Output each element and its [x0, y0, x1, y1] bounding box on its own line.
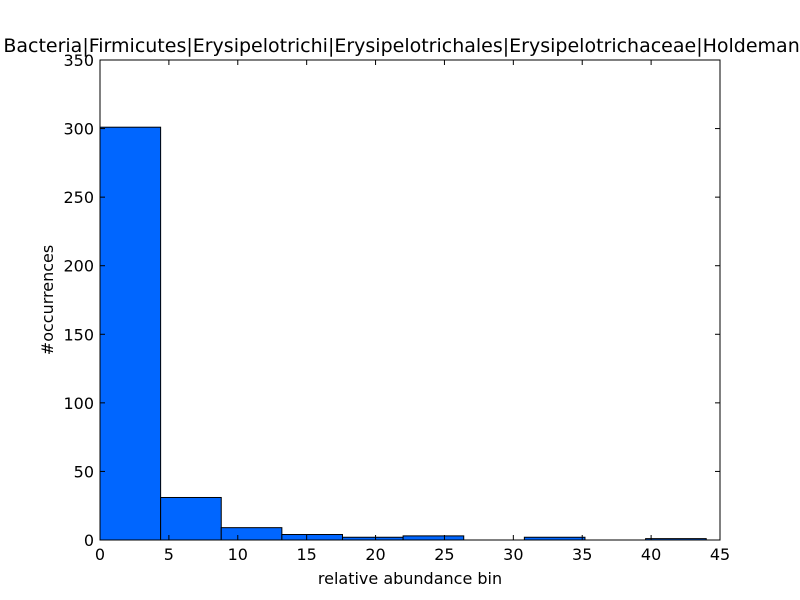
x-tick-label: 0 [95, 545, 105, 564]
y-axis-ticks: 0 50 100 150 200 250 300 350 [63, 51, 720, 550]
x-tick-label: 45 [710, 545, 730, 564]
histogram-bar [160, 496, 222, 541]
y-tick-label: 100 [63, 394, 94, 413]
histogram-bars [99, 126, 707, 541]
x-tick-label: 20 [365, 545, 385, 564]
y-tick-label: 50 [74, 462, 94, 481]
x-tick-label: 35 [572, 545, 592, 564]
histogram-bar [281, 534, 343, 541]
y-tick-label: 300 [63, 120, 94, 139]
histogram-bar [220, 527, 283, 541]
x-tick-label: 10 [228, 545, 248, 564]
plot-frame [99, 59, 721, 541]
histogram-bar [402, 535, 465, 541]
x-tick-label: 15 [296, 545, 316, 564]
x-axis-ticks: 0 5 10 15 20 25 30 35 40 45 [95, 60, 730, 564]
x-axis-label: relative abundance bin [318, 569, 502, 588]
y-axis-label: #occurrences [38, 245, 57, 355]
y-tick-label: 350 [63, 51, 94, 70]
histogram-bar [99, 126, 162, 541]
x-tick-label: 30 [503, 545, 523, 564]
y-tick-label: 250 [63, 188, 94, 207]
x-tick-label: 5 [164, 545, 174, 564]
x-tick-label: 40 [641, 545, 661, 564]
y-tick-label: 150 [63, 325, 94, 344]
y-tick-label: 200 [63, 257, 94, 276]
chart-title: Bacteria|Firmicutes|Erysipelotrichi|Erys… [3, 35, 800, 57]
x-tick-label: 25 [434, 545, 454, 564]
y-tick-label: 0 [84, 531, 94, 550]
